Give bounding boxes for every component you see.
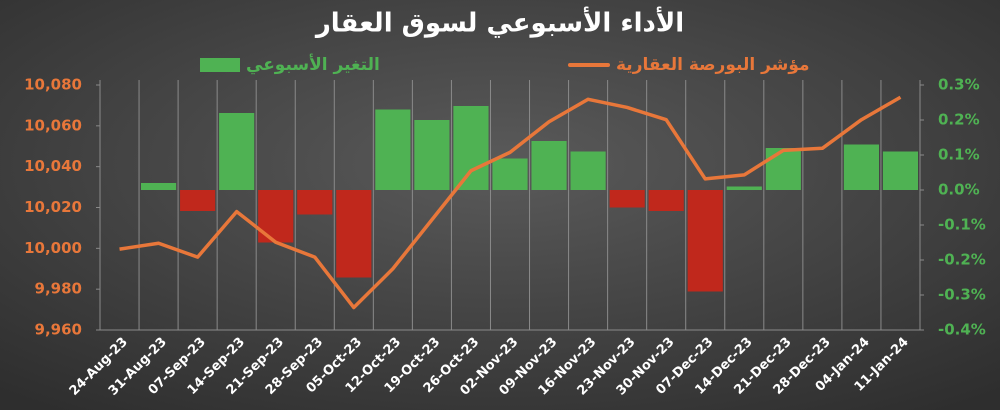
y-tick-label: 10,080 <box>24 76 82 94</box>
bar <box>453 106 489 190</box>
line <box>119 95 902 310</box>
y-tick-label: 10,000 <box>24 239 82 257</box>
bar <box>687 190 723 292</box>
y2-tick-label: 0.2% <box>938 111 980 129</box>
bar <box>882 151 919 190</box>
bar <box>180 190 216 211</box>
y2-tick-label: 0.0% <box>938 181 980 199</box>
legend-swatch <box>200 58 240 72</box>
bar <box>219 113 255 190</box>
bar <box>531 141 567 190</box>
y-tick-label: 10,060 <box>24 116 82 134</box>
y2-tick-label: -0.3% <box>938 286 986 304</box>
y2-tick-label: 0.3% <box>938 76 980 94</box>
legend-label: مؤشر البورصة العقارية <box>616 55 810 75</box>
y-tick-label: 9,980 <box>35 280 82 298</box>
bar <box>843 144 879 190</box>
y2-tick-label: -0.1% <box>938 216 986 234</box>
y2-tick-label: -0.4% <box>938 321 986 339</box>
y-tick-label: 10,020 <box>24 198 82 216</box>
bar <box>141 183 177 190</box>
y-tick-label: 9,960 <box>35 321 82 339</box>
bar <box>648 190 684 211</box>
bar <box>726 186 762 190</box>
y2-tick-label: -0.2% <box>938 251 986 269</box>
y2-tick-label: 0.1% <box>938 146 980 164</box>
legend-label: التغير الأسبوعي <box>246 54 380 75</box>
bar <box>765 148 801 190</box>
bar <box>492 158 528 190</box>
bar <box>570 151 606 190</box>
y-tick-label: 10,040 <box>24 157 82 175</box>
bar <box>336 190 372 278</box>
bar <box>609 190 645 208</box>
chart-title: الأداء الأسبوعي لسوق العقار <box>314 7 684 39</box>
bar <box>414 120 450 190</box>
bar <box>297 190 333 215</box>
bar <box>375 109 411 190</box>
